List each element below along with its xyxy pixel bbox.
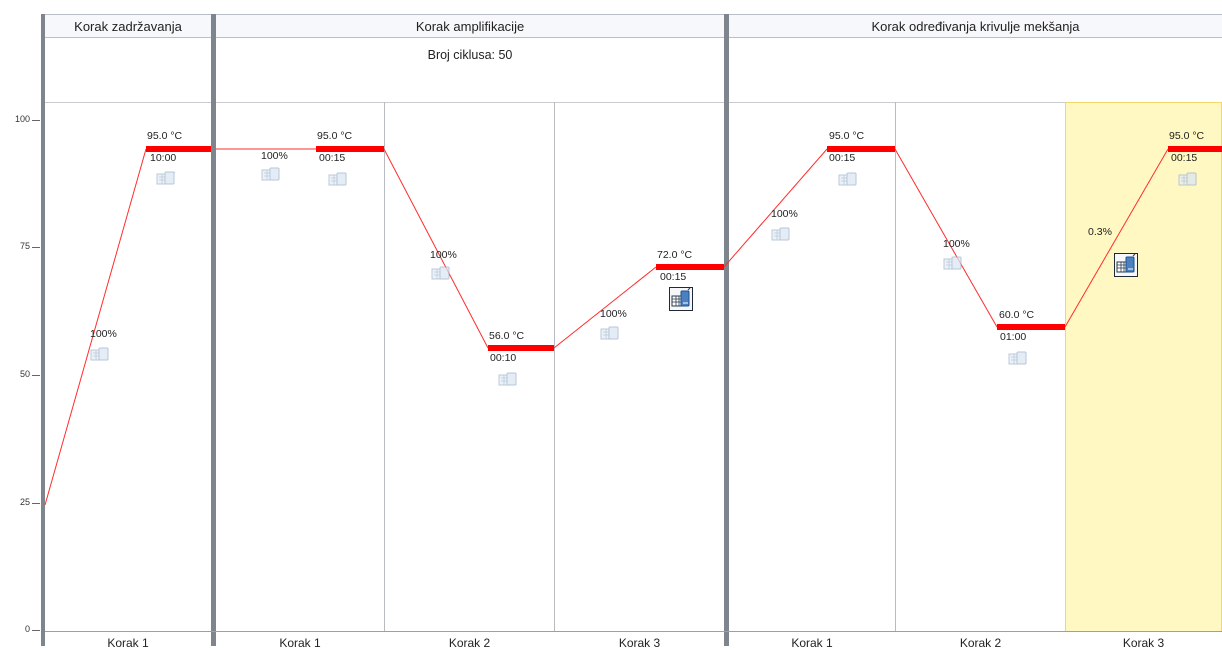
y-tick-label: 100 [14,114,30,124]
step-area[interactable] [216,102,384,632]
step-area[interactable] [896,102,1065,632]
hold-time-label[interactable]: 01:00 [1000,331,1027,343]
camera-data-icon[interactable] [838,172,858,188]
y-tick-label: 75 [19,241,30,251]
cycle-count[interactable]: Broj ciklusa: 50 [427,48,513,62]
hold-time-label[interactable]: 00:15 [829,152,856,164]
stage-divider[interactable] [211,14,216,646]
ramp-rate-label[interactable]: 100% [771,208,798,220]
camera-data-active-icon[interactable] [669,287,693,311]
y-tick [32,375,40,376]
temperature-label[interactable]: 60.0 °C [999,309,1035,321]
step-divider [384,102,385,632]
stage-title: Korak određivanja krivulje mekšanja [871,18,1080,34]
step-area[interactable] [45,102,211,632]
y-tick [32,630,40,631]
hold-time-label[interactable]: 00:15 [319,152,346,164]
y-tick-label: 50 [19,369,30,379]
camera-data-icon[interactable] [600,326,620,342]
y-axis [41,14,45,646]
hold-time-label[interactable]: 10:00 [150,152,177,164]
step-label[interactable]: Korak 2 [448,636,491,650]
temperature-label[interactable]: 72.0 °C [657,249,693,261]
camera-data-icon[interactable] [1008,351,1028,367]
ramp-rate-label[interactable]: 0.3% [1088,226,1112,238]
ramp-rate-label[interactable]: 100% [943,238,970,250]
camera-data-icon[interactable] [1178,172,1198,188]
camera-data-icon[interactable] [328,172,348,188]
temperature-label[interactable]: 95.0 °C [147,130,183,142]
temperature-label[interactable]: 95.0 °C [1169,130,1205,142]
stage-header-melt-curve[interactable]: Korak određivanja krivulje mekšanja [729,14,1222,38]
camera-data-icon[interactable] [943,256,963,272]
temperature-label[interactable]: 95.0 °C [829,130,865,142]
stage-title: Korak amplifikacije [415,18,525,34]
step-label[interactable]: Korak 2 [959,636,1002,650]
stage-divider[interactable] [724,14,729,646]
stage-header-amplification[interactable]: Korak amplifikacije [216,14,724,38]
step-label[interactable]: Korak 1 [107,636,149,650]
stage-header-hold[interactable]: Korak zadržavanja [45,14,211,38]
step-divider [895,102,896,632]
hold-time-label[interactable]: 00:10 [490,352,517,364]
x-baseline [45,631,1222,632]
y-tick-label: 25 [19,497,30,507]
hold-time-label[interactable]: 00:15 [1171,152,1198,164]
step-area[interactable] [385,102,554,632]
temperature-label[interactable]: 56.0 °C [489,330,525,342]
y-tick-label: 0 [24,624,30,634]
ramp-rate-label[interactable]: 100% [430,249,457,261]
step-label[interactable]: Korak 1 [279,636,321,650]
step-area-selected[interactable] [1065,102,1222,632]
y-tick [32,120,40,121]
step-label[interactable]: Korak 3 [618,636,661,650]
ramp-rate-label[interactable]: 100% [261,150,288,162]
step-divider [554,102,555,632]
camera-data-active-icon[interactable] [1114,253,1138,277]
y-tick [32,503,40,504]
camera-data-icon[interactable] [771,227,791,243]
camera-data-icon[interactable] [498,372,518,388]
step-label[interactable]: Korak 1 [791,636,833,650]
step-area[interactable] [729,102,895,632]
ramp-rate-label[interactable]: 100% [600,308,627,320]
camera-data-icon[interactable] [90,347,110,363]
camera-data-icon[interactable] [156,171,176,187]
step-area[interactable] [555,102,724,632]
stage-title: Korak zadržavanja [74,18,182,34]
camera-data-icon[interactable] [431,266,451,282]
ramp-rate-label[interactable]: 100% [90,328,117,340]
temperature-label[interactable]: 95.0 °C [317,130,353,142]
step-label[interactable]: Korak 3 [1122,636,1165,650]
hold-time-label[interactable]: 00:15 [660,271,687,283]
camera-data-icon[interactable] [261,167,281,183]
y-tick [32,247,40,248]
